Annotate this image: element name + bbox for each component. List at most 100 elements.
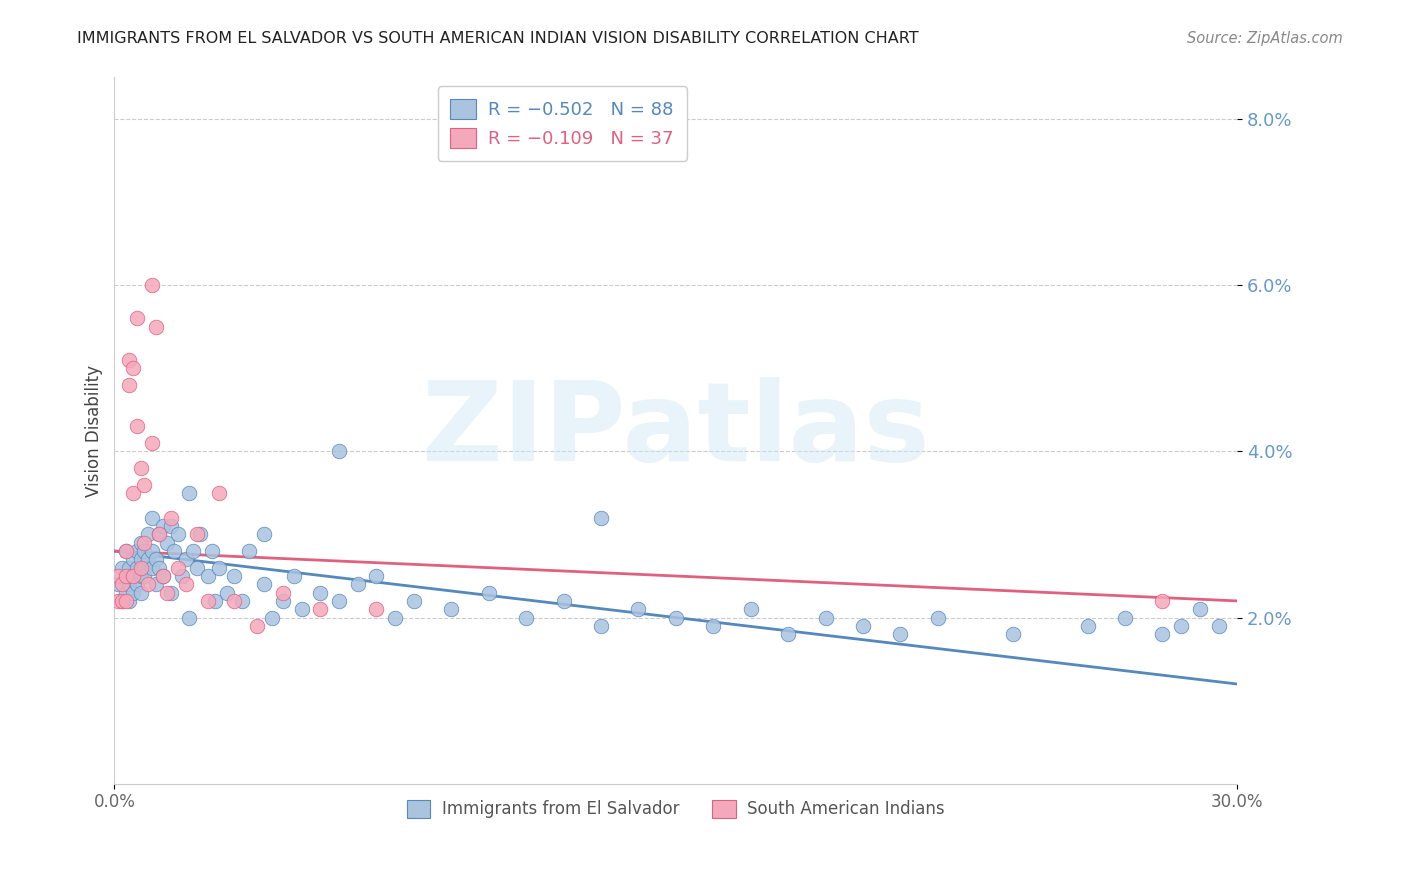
Point — [163, 544, 186, 558]
Point — [402, 594, 425, 608]
Point — [174, 552, 197, 566]
Point — [253, 527, 276, 541]
Point — [204, 594, 226, 608]
Point — [1188, 602, 1211, 616]
Point — [1076, 619, 1098, 633]
Point — [114, 569, 136, 583]
Point — [156, 535, 179, 549]
Point — [271, 585, 294, 599]
Point — [167, 527, 190, 541]
Point — [1114, 610, 1136, 624]
Point — [309, 585, 332, 599]
Point — [118, 377, 141, 392]
Point — [515, 610, 537, 624]
Point — [440, 602, 463, 616]
Point — [148, 560, 170, 574]
Point — [129, 535, 152, 549]
Point — [1170, 619, 1192, 633]
Point — [145, 577, 167, 591]
Point — [125, 577, 148, 591]
Point — [129, 461, 152, 475]
Point — [129, 585, 152, 599]
Point — [283, 569, 305, 583]
Point — [129, 560, 152, 574]
Point — [136, 552, 159, 566]
Point — [309, 602, 332, 616]
Text: ZIPatlas: ZIPatlas — [422, 377, 929, 484]
Point — [134, 535, 156, 549]
Point — [290, 602, 312, 616]
Point — [179, 610, 201, 624]
Point — [231, 594, 253, 608]
Point — [141, 544, 163, 558]
Point — [107, 594, 129, 608]
Point — [134, 560, 156, 574]
Point — [197, 569, 219, 583]
Point — [778, 627, 800, 641]
Point — [122, 569, 145, 583]
Point — [148, 527, 170, 541]
Point — [107, 577, 129, 591]
Point — [167, 560, 190, 574]
Point — [589, 619, 612, 633]
Point — [136, 527, 159, 541]
Point — [129, 552, 152, 566]
Point — [122, 361, 145, 376]
Point — [224, 569, 246, 583]
Point — [478, 585, 501, 599]
Point — [125, 560, 148, 574]
Point — [627, 602, 650, 616]
Point — [107, 569, 129, 583]
Point — [553, 594, 575, 608]
Point — [253, 577, 276, 591]
Point — [111, 560, 134, 574]
Point — [125, 544, 148, 558]
Point — [246, 619, 269, 633]
Point — [122, 569, 145, 583]
Point — [141, 560, 163, 574]
Point — [181, 544, 204, 558]
Point — [179, 486, 201, 500]
Point — [118, 577, 141, 591]
Point — [208, 486, 231, 500]
Text: IMMIGRANTS FROM EL SALVADOR VS SOUTH AMERICAN INDIAN VISION DISABILITY CORRELATI: IMMIGRANTS FROM EL SALVADOR VS SOUTH AME… — [77, 31, 920, 46]
Point — [114, 585, 136, 599]
Point — [889, 627, 911, 641]
Point — [384, 610, 406, 624]
Point — [852, 619, 875, 633]
Point — [346, 577, 368, 591]
Point — [141, 436, 163, 450]
Point — [260, 610, 283, 624]
Point — [190, 527, 212, 541]
Text: Source: ZipAtlas.com: Source: ZipAtlas.com — [1187, 31, 1343, 46]
Point — [215, 585, 238, 599]
Point — [208, 560, 231, 574]
Point — [170, 569, 193, 583]
Point — [136, 577, 159, 591]
Point — [152, 569, 174, 583]
Point — [1001, 627, 1024, 641]
Y-axis label: Vision Disability: Vision Disability — [86, 365, 103, 497]
Point — [118, 594, 141, 608]
Point — [122, 552, 145, 566]
Point — [186, 560, 208, 574]
Point — [125, 419, 148, 434]
Legend: Immigrants from El Salvador, South American Indians: Immigrants from El Salvador, South Ameri… — [399, 793, 952, 825]
Point — [159, 511, 181, 525]
Point — [186, 527, 208, 541]
Point — [152, 569, 174, 583]
Point — [125, 311, 148, 326]
Point — [238, 544, 260, 558]
Point — [145, 552, 167, 566]
Point — [927, 610, 949, 624]
Point — [366, 602, 388, 616]
Point — [174, 577, 197, 591]
Point — [197, 594, 219, 608]
Point — [114, 594, 136, 608]
Point — [224, 594, 246, 608]
Point — [129, 569, 152, 583]
Point — [740, 602, 762, 616]
Point — [1152, 627, 1174, 641]
Point — [814, 610, 837, 624]
Point — [114, 544, 136, 558]
